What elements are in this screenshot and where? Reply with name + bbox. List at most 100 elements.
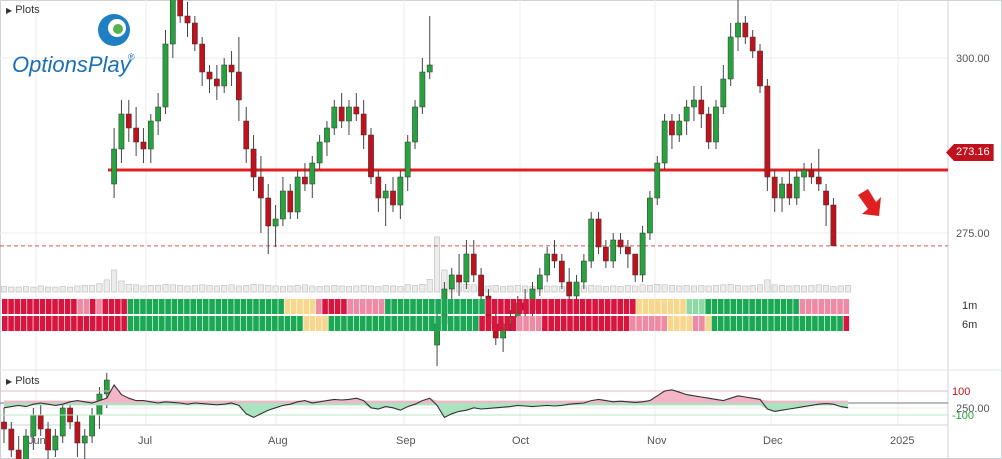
volume-bar xyxy=(213,285,220,293)
heatmap-cell xyxy=(554,316,561,331)
heatmap-cell xyxy=(39,299,46,314)
volume-bar xyxy=(52,286,59,293)
volume-bar xyxy=(764,279,771,293)
candle xyxy=(375,176,382,199)
heatmap-cell xyxy=(542,299,548,314)
candle xyxy=(52,435,59,451)
candle xyxy=(280,190,286,220)
volume-bar xyxy=(74,285,81,293)
heatmap-cell xyxy=(359,299,366,314)
candle xyxy=(338,106,345,122)
heatmap-cell xyxy=(353,299,360,314)
oscillator-tick-label: 100 xyxy=(952,386,970,398)
volume-bar xyxy=(404,284,411,293)
heatmap-cell xyxy=(824,316,831,331)
candle xyxy=(478,274,484,297)
heatmap-cell xyxy=(648,316,655,331)
heatmap-cell xyxy=(843,316,850,331)
heatmap-cell xyxy=(479,316,485,331)
heatmap-cell xyxy=(372,316,379,331)
volume-bar xyxy=(353,285,360,293)
heatmap-cell xyxy=(548,299,554,314)
heatmap-cell xyxy=(228,316,234,331)
heatmap-cell xyxy=(736,299,743,314)
time-axis-tick-label: Sep xyxy=(396,435,416,447)
heatmap-cell xyxy=(221,299,228,314)
candle xyxy=(581,260,587,283)
heatmap-cell xyxy=(64,316,71,331)
heatmap-cell xyxy=(272,316,278,331)
price-panel-title[interactable]: ▶ Plots xyxy=(6,4,40,16)
volume-bar xyxy=(507,285,514,293)
heatmap-cell xyxy=(246,299,253,314)
candle xyxy=(147,120,154,150)
volume-bar xyxy=(390,285,397,293)
heatmap-cell xyxy=(403,316,410,331)
heatmap-cell xyxy=(673,316,680,331)
heatmap-cell xyxy=(667,299,674,314)
candle xyxy=(625,246,631,255)
triangle-icon: ▶ xyxy=(6,377,13,386)
candle xyxy=(177,0,184,17)
heatmap-cell xyxy=(818,299,824,314)
heatmap-cell xyxy=(14,316,21,331)
heatmap-cell xyxy=(240,316,247,331)
heatmap-cell xyxy=(586,299,592,314)
heatmap-cell xyxy=(234,299,240,314)
heatmap-cell xyxy=(466,299,473,314)
heatmap-cell xyxy=(667,316,674,331)
volume-bar xyxy=(309,285,316,293)
heatmap-cell xyxy=(171,316,178,331)
heatmap-cell xyxy=(761,299,768,314)
heatmap-cell xyxy=(52,316,58,331)
candle xyxy=(419,71,426,108)
heatmap-cell xyxy=(780,316,787,331)
heatmap-cell xyxy=(45,316,52,331)
volume-bar xyxy=(323,285,330,293)
heatmap-cell xyxy=(516,316,523,331)
heatmap-cell xyxy=(209,316,215,331)
candle xyxy=(111,148,117,185)
volume-bar xyxy=(749,285,756,293)
heatmap-cell xyxy=(435,316,441,331)
heatmap-cell xyxy=(303,316,310,331)
heatmap-cell xyxy=(673,299,680,314)
candle xyxy=(199,43,206,73)
candle xyxy=(639,232,646,276)
volume-bar xyxy=(419,283,426,293)
volume-bar xyxy=(617,286,624,293)
candle xyxy=(727,36,734,80)
heatmap-cell xyxy=(692,316,699,331)
heatmap-cell xyxy=(83,299,90,314)
candle xyxy=(37,414,44,430)
heatmap-cell xyxy=(717,316,724,331)
heatmap-cell xyxy=(516,299,523,314)
volume-bar xyxy=(632,285,639,293)
heatmap-cell xyxy=(573,299,580,314)
volume-bar xyxy=(45,286,52,293)
volume-bar xyxy=(279,286,286,293)
heatmap-cell xyxy=(96,316,102,331)
heatmap-cell xyxy=(297,299,303,314)
heatmap-cell xyxy=(397,299,404,314)
heatmap-cell xyxy=(717,299,724,314)
volume-bar xyxy=(837,285,844,293)
logo-text: OptionsPlay xyxy=(12,52,133,77)
heatmap-cell xyxy=(416,316,423,331)
oscillator-panel-title[interactable]: ▶ Plots xyxy=(6,375,40,387)
heatmap-cell xyxy=(479,299,485,314)
volume-bar xyxy=(646,285,653,293)
volume-bar xyxy=(661,284,668,293)
heatmap-cell xyxy=(780,299,787,314)
heatmap-cell xyxy=(372,299,379,314)
volume-bar xyxy=(779,285,786,293)
candle xyxy=(23,435,29,459)
heatmap-cell xyxy=(636,299,642,314)
candle xyxy=(735,22,741,38)
heatmap-cell xyxy=(686,299,693,314)
heatmap-cell xyxy=(64,299,71,314)
heatmap-cell xyxy=(655,316,661,331)
heatmap-cell xyxy=(554,299,561,314)
heatmap-cell xyxy=(454,299,460,314)
